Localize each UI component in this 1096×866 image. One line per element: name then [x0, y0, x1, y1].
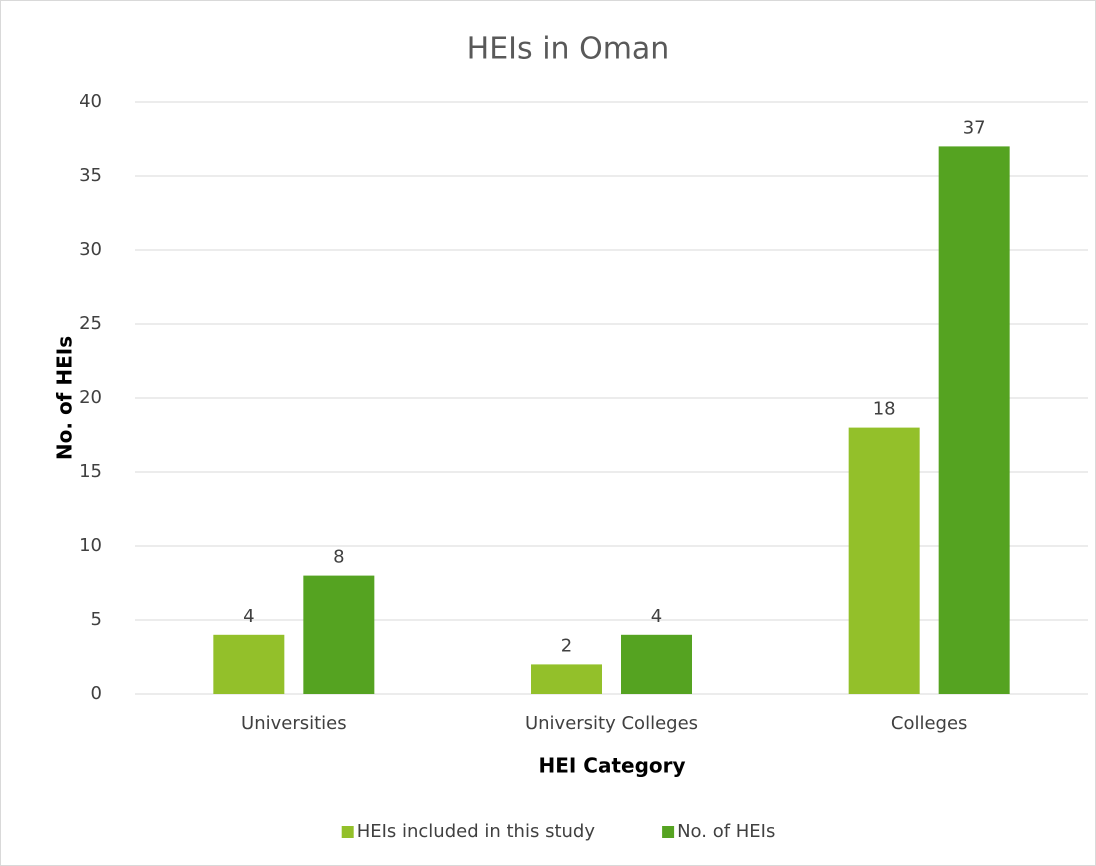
legend-swatch: [662, 826, 675, 838]
legend-swatch: [341, 826, 354, 838]
data-label: 18: [873, 399, 896, 420]
data-label: 37: [963, 117, 986, 138]
y-tick-label: 30: [79, 239, 102, 260]
x-tick-label: University Colleges: [525, 713, 698, 734]
data-label: 4: [651, 606, 662, 627]
bar: [303, 575, 375, 694]
data-label: 8: [333, 547, 344, 568]
bar: [213, 634, 285, 694]
legend-label: HEIs included in this study: [357, 821, 596, 842]
data-label: 2: [561, 635, 572, 656]
chart-title: HEIs in Oman: [467, 32, 670, 67]
y-tick-label: 5: [91, 609, 102, 630]
y-axis-label: No. of HEIs: [53, 336, 77, 460]
y-tick-label: 0: [91, 683, 102, 704]
legend-label: No. of HEIs: [677, 821, 775, 842]
bar: [848, 427, 920, 694]
bar: [621, 634, 692, 694]
y-tick-label: 25: [79, 313, 102, 334]
y-tick-label: 35: [79, 165, 102, 186]
x-axis-label: HEI Category: [538, 754, 685, 778]
x-tick-label: Colleges: [891, 713, 968, 734]
bar: [531, 664, 602, 694]
bar: [938, 146, 1010, 694]
data-label: 4: [243, 606, 254, 627]
y-tick-label: 20: [79, 387, 102, 408]
y-tick-label: 10: [79, 535, 102, 556]
x-tick-label: Universities: [241, 713, 347, 734]
y-tick-label: 15: [79, 461, 102, 482]
y-tick-label: 40: [79, 91, 102, 112]
